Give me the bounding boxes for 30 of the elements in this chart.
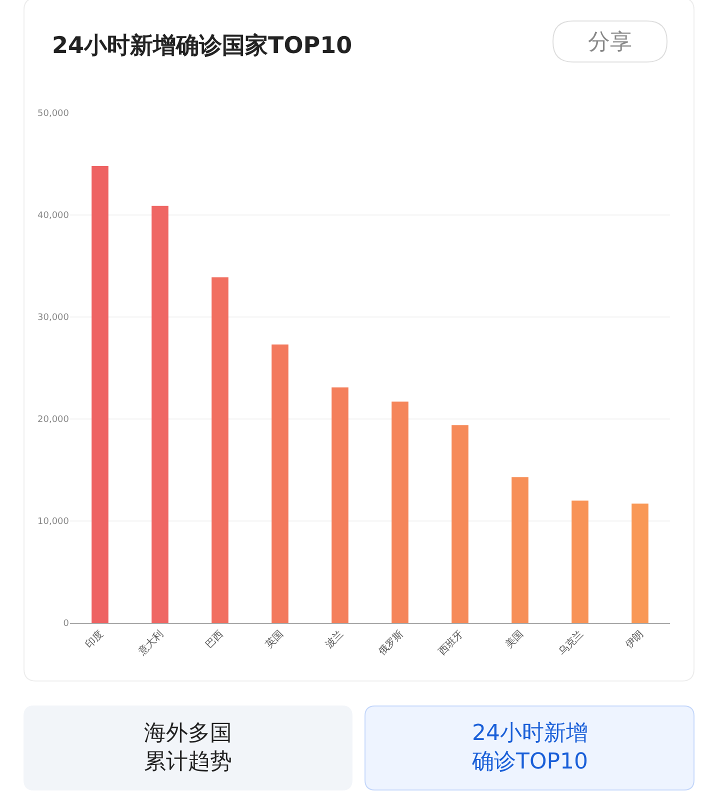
text: 海外多国累计趋势 bbox=[144, 721, 232, 775]
bar bbox=[632, 504, 648, 623]
chart-title: 24小时新增确诊国家TOP10 bbox=[52, 32, 352, 60]
bar bbox=[452, 425, 468, 623]
x-tick-label: 乌克兰 bbox=[556, 628, 586, 658]
x-tick-label: 巴西 bbox=[204, 628, 226, 651]
bar bbox=[512, 477, 528, 623]
bar bbox=[332, 387, 348, 623]
bar bbox=[152, 206, 168, 623]
x-tick-label: 西班牙 bbox=[436, 628, 466, 658]
bar bbox=[212, 277, 228, 623]
x-tick-label: 意大利 bbox=[135, 628, 166, 659]
bar bbox=[392, 402, 408, 623]
bar bbox=[272, 344, 288, 623]
x-tick-label: 英国 bbox=[263, 628, 286, 651]
y-tick-label: 30,000 bbox=[38, 313, 70, 324]
x-tick-label: 波兰 bbox=[323, 628, 346, 651]
y-tick-label: 0 bbox=[63, 619, 70, 630]
y-tick-label: 50,000 bbox=[38, 109, 70, 120]
y-tick-label: 40,000 bbox=[38, 211, 70, 222]
x-tick-label: 印度 bbox=[83, 628, 106, 651]
x-tick-label: 伊朗 bbox=[623, 628, 646, 651]
y-tick-label: 10,000 bbox=[38, 517, 70, 528]
x-tick-label: 俄罗斯 bbox=[376, 628, 406, 658]
x-tick-label: 美国 bbox=[503, 628, 526, 651]
bar bbox=[572, 500, 588, 623]
text: 分享 bbox=[588, 30, 632, 55]
y-tick-label: 20,000 bbox=[38, 415, 70, 426]
bar bbox=[92, 166, 108, 623]
text: 24小时新增确诊TOP10 bbox=[471, 721, 588, 775]
